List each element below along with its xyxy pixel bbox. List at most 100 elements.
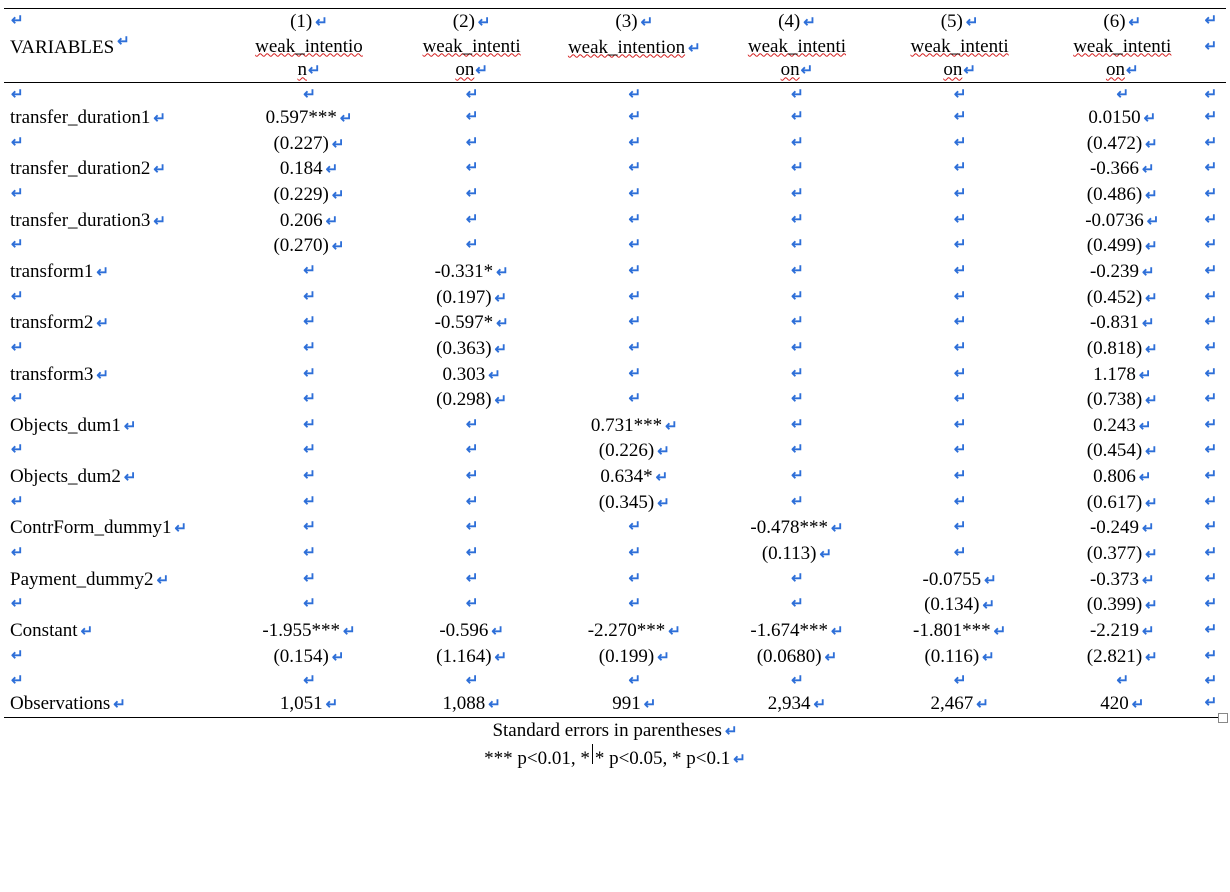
- var-label: Objects_dum2↵: [4, 464, 228, 490]
- row-end-mark: ↵: [1204, 182, 1226, 208]
- se-cell: ↵: [716, 490, 879, 516]
- paragraph-mark-icon: ↵: [1205, 520, 1218, 535]
- coef-cell: 0.303↵: [390, 362, 553, 388]
- paragraph-mark-icon: ↵: [303, 341, 316, 356]
- coef-cell: -2.219↵: [1041, 618, 1204, 644]
- se-cell: ↵: [553, 182, 716, 208]
- paragraph-mark-icon: ↵: [326, 163, 339, 178]
- row-end-mark: ↵: [1204, 259, 1226, 285]
- se-cell: ↵: [390, 592, 553, 618]
- observations-label: Observations↵: [4, 691, 228, 717]
- paragraph-mark-icon: ↵: [791, 495, 804, 510]
- se-label-blank: ↵: [4, 233, 228, 259]
- coef-cell: ↵: [878, 105, 1041, 131]
- paragraph-mark-icon: ↵: [791, 88, 804, 103]
- coef-cell: -0.596↵: [390, 618, 553, 644]
- coef-cell: ↵: [553, 156, 716, 182]
- observations-cell: 1,051↵: [228, 691, 391, 717]
- header-col-num: (1)↵: [228, 9, 391, 35]
- paragraph-mark-icon: ↵: [466, 546, 479, 561]
- se-cell: (0.499)↵: [1041, 233, 1204, 259]
- coef-cell: ↵: [390, 208, 553, 234]
- paragraph-mark-icon: ↵: [954, 469, 967, 484]
- coef-cell: ↵: [228, 515, 391, 541]
- paragraph-mark-icon: ↵: [466, 572, 479, 587]
- var-label: transform1↵: [4, 259, 228, 285]
- paragraph-mark-icon: ↵: [982, 651, 995, 666]
- se-cell: (0.738)↵: [1041, 387, 1204, 413]
- se-cell: (0.199)↵: [553, 644, 716, 670]
- paragraph-mark-icon: ↵: [340, 112, 353, 127]
- paragraph-mark-icon: ↵: [1205, 264, 1218, 279]
- paragraph-mark-icon: ↵: [1139, 471, 1152, 486]
- paragraph-mark-icon: ↵: [11, 392, 24, 407]
- se-cell: (1.164)↵: [390, 644, 553, 670]
- blank-cell: ↵: [4, 669, 228, 691]
- coef-cell: ↵: [228, 259, 391, 285]
- paragraph-mark-icon: ↵: [791, 469, 804, 484]
- se-cell: ↵: [878, 336, 1041, 362]
- paragraph-mark-icon: ↵: [303, 315, 316, 330]
- footnote-se: Standard errors in parentheses ↵: [4, 717, 1226, 743]
- paragraph-mark-icon: ↵: [466, 520, 479, 535]
- blank-cell: ↵: [4, 83, 228, 106]
- paragraph-mark-icon: ↵: [303, 443, 316, 458]
- paragraph-mark-icon: ↵: [81, 625, 94, 640]
- paragraph-mark-icon: ↵: [954, 136, 967, 151]
- paragraph-mark-icon: ↵: [984, 574, 997, 589]
- dep-var-header: weak_intenti on↵: [1041, 35, 1204, 83]
- paragraph-mark-icon: ↵: [11, 88, 24, 103]
- paragraph-mark-icon: ↵: [629, 315, 642, 330]
- paragraph-mark-icon: ↵: [1205, 341, 1218, 356]
- paragraph-mark-icon: ↵: [1205, 88, 1218, 103]
- paragraph-mark-icon: ↵: [791, 367, 804, 382]
- observations-cell: 420↵: [1041, 691, 1204, 717]
- paragraph-mark-icon: ↵: [963, 64, 976, 79]
- paragraph-mark-icon: ↵: [791, 110, 804, 125]
- paragraph-mark-icon: ↵: [11, 546, 24, 561]
- se-cell: (0.226)↵: [553, 438, 716, 464]
- paragraph-mark-icon: ↵: [466, 213, 479, 228]
- paragraph-mark-icon: ↵: [1129, 16, 1142, 31]
- paragraph-mark-icon: ↵: [954, 495, 967, 510]
- paragraph-mark-icon: ↵: [791, 315, 804, 330]
- coef-cell: ↵: [716, 567, 879, 593]
- paragraph-mark-icon: ↵: [11, 443, 24, 458]
- paragraph-mark-icon: ↵: [629, 392, 642, 407]
- paragraph-mark-icon: ↵: [303, 418, 316, 433]
- blank-cell: ↵: [716, 669, 879, 691]
- paragraph-mark-icon: ↵: [491, 625, 504, 640]
- row-end-mark: ↵: [1204, 9, 1226, 35]
- se-cell: (0.134)↵: [878, 592, 1041, 618]
- paragraph-mark-icon: ↵: [954, 367, 967, 382]
- coef-cell: -0.0755↵: [878, 567, 1041, 593]
- paragraph-mark-icon: ↵: [725, 725, 738, 740]
- paragraph-mark-icon: ↵: [1145, 138, 1158, 153]
- coef-cell: 0.0150↵: [1041, 105, 1204, 131]
- paragraph-mark-icon: ↵: [495, 292, 508, 307]
- dep-var-header: weak_intenti on↵: [390, 35, 553, 83]
- blank-cell: ↵: [553, 83, 716, 106]
- row-end-mark: ↵: [1204, 541, 1226, 567]
- paragraph-mark-icon: ↵: [629, 187, 642, 202]
- paragraph-mark-icon: ↵: [791, 392, 804, 407]
- paragraph-mark-icon: ↵: [954, 110, 967, 125]
- se-cell: ↵: [228, 490, 391, 516]
- se-cell: (0.486)↵: [1041, 182, 1204, 208]
- paragraph-mark-icon: ↵: [831, 625, 844, 640]
- coef-cell: -2.270***↵: [553, 618, 716, 644]
- header-col-num: (6)↵: [1041, 9, 1204, 35]
- paragraph-mark-icon: ↵: [332, 651, 345, 666]
- se-cell: ↵: [716, 336, 879, 362]
- paragraph-mark-icon: ↵: [1205, 696, 1218, 711]
- paragraph-mark-icon: ↵: [1144, 112, 1157, 127]
- row-end-mark: ↵: [1204, 464, 1226, 490]
- coef-cell: -0.331*↵: [390, 259, 553, 285]
- row-end-mark: ↵: [1204, 669, 1226, 691]
- row-end-mark: ↵: [1204, 35, 1226, 83]
- paragraph-mark-icon: ↵: [332, 240, 345, 255]
- se-cell: (0.227)↵: [228, 131, 391, 157]
- se-cell: ↵: [228, 387, 391, 413]
- row-end-mark: ↵: [1204, 208, 1226, 234]
- var-label: transfer_duration1↵: [4, 105, 228, 131]
